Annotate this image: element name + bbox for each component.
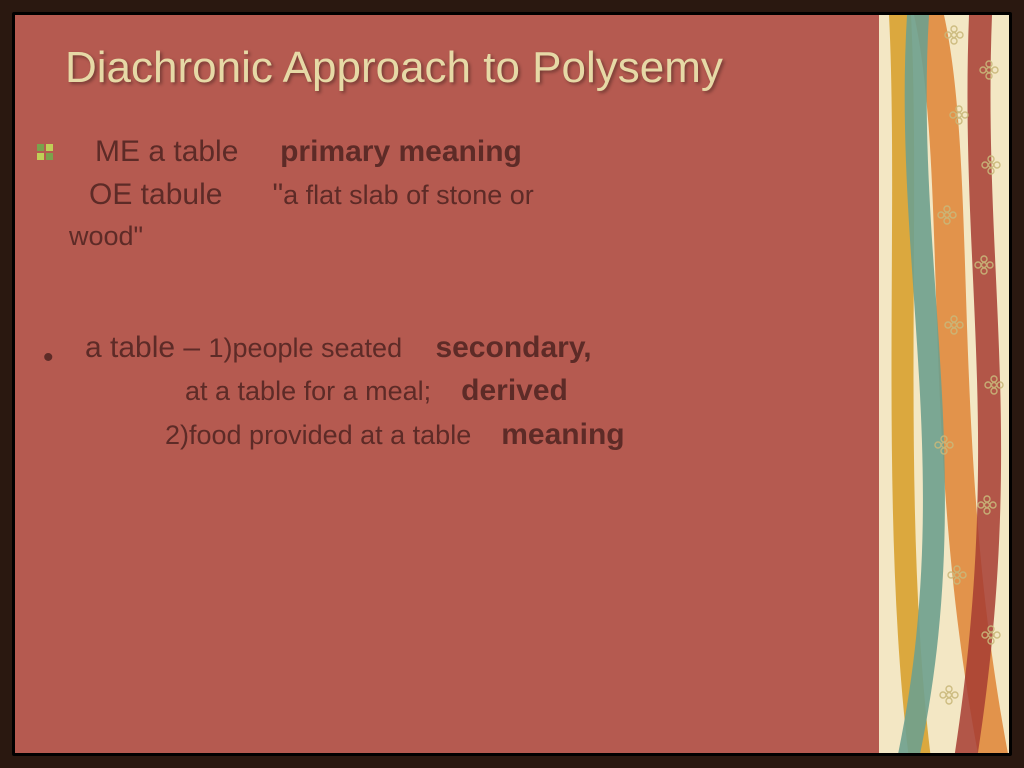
text-secondary: secondary, bbox=[435, 331, 591, 364]
text-me-table: ME a table bbox=[95, 135, 238, 168]
line-oe-tabule: OE tabule "a flat slab of stone or bbox=[89, 173, 839, 217]
slide-title: Diachronic Approach to Polysemy bbox=[65, 43, 839, 94]
line-food-provided: 2)food provided at a table meaning bbox=[165, 413, 839, 457]
line-wood: wood" bbox=[69, 217, 839, 256]
line-me-table: ME a table primary meaning bbox=[95, 130, 839, 174]
paragraph-primary-meaning: ME a table primary meaning OE tabule "a … bbox=[65, 130, 839, 256]
text-derived: derived bbox=[461, 374, 568, 407]
line-at-table: at a table for a meal; derived bbox=[185, 369, 839, 413]
text-oe-tabule: OE tabule bbox=[89, 178, 222, 211]
text-people-seated: 1)people seated bbox=[208, 333, 402, 363]
slide-frame: Diachronic Approach to Polysemy ME a tab… bbox=[12, 12, 1012, 756]
line-table-people: a table – 1)people seated secondary, bbox=[85, 326, 839, 370]
dot-bullet-icon: • bbox=[43, 336, 54, 380]
text-food-provided: 2)food provided at a table bbox=[165, 420, 471, 450]
text-primary-meaning: primary meaning bbox=[280, 135, 522, 168]
slide-content: Diachronic Approach to Polysemy ME a tab… bbox=[15, 15, 869, 753]
text-at-table-meal: at a table for a meal; bbox=[185, 376, 431, 406]
leaf-bullet-icon bbox=[37, 144, 53, 160]
open-quote: " bbox=[272, 178, 283, 211]
decorative-side-pattern bbox=[859, 15, 1009, 753]
paragraph-secondary-meaning: • a table – 1)people seated secondary, a… bbox=[65, 326, 839, 457]
text-meaning: meaning bbox=[501, 418, 624, 451]
text-flat-slab: a flat slab of stone or bbox=[283, 180, 534, 210]
text-a-table: a table – bbox=[85, 331, 208, 364]
